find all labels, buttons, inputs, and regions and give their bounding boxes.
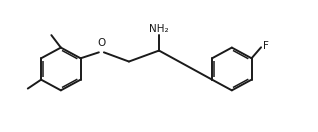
Text: O: O (97, 38, 106, 48)
Text: F: F (263, 41, 268, 51)
Text: NH₂: NH₂ (149, 24, 169, 34)
